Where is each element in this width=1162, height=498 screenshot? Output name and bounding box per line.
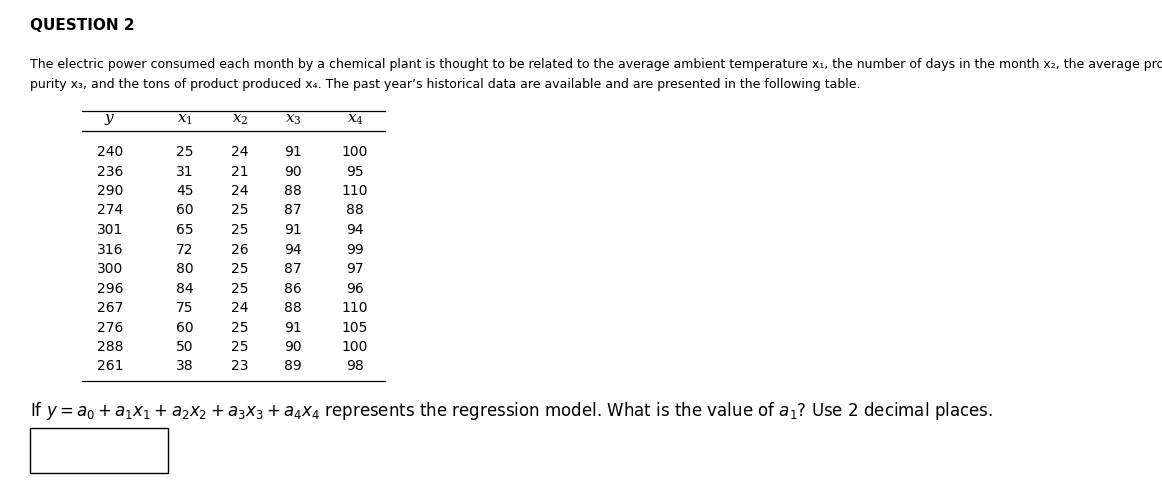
Text: 110: 110 [342, 184, 368, 198]
Text: 296: 296 [96, 281, 123, 295]
Text: 24: 24 [231, 301, 249, 315]
Text: 24: 24 [231, 184, 249, 198]
Text: 90: 90 [285, 340, 302, 354]
Text: 45: 45 [177, 184, 194, 198]
Text: 72: 72 [177, 243, 194, 256]
Text: 99: 99 [346, 243, 364, 256]
Text: 21: 21 [231, 164, 249, 178]
Text: 23: 23 [231, 360, 249, 374]
Text: 236: 236 [96, 164, 123, 178]
Text: 60: 60 [177, 204, 194, 218]
Text: 38: 38 [177, 360, 194, 374]
Text: 97: 97 [346, 262, 364, 276]
Text: 65: 65 [177, 223, 194, 237]
Text: 91: 91 [285, 223, 302, 237]
Text: 100: 100 [342, 340, 368, 354]
Text: 31: 31 [177, 164, 194, 178]
Text: The electric power consumed each month by a chemical plant is thought to be rela: The electric power consumed each month b… [30, 58, 1162, 71]
Text: 80: 80 [177, 262, 194, 276]
Text: 25: 25 [231, 281, 249, 295]
Text: 96: 96 [346, 281, 364, 295]
Text: 98: 98 [346, 360, 364, 374]
Text: $y$: $y$ [105, 112, 116, 127]
Text: 110: 110 [342, 301, 368, 315]
Text: 75: 75 [177, 301, 194, 315]
Text: 89: 89 [285, 360, 302, 374]
Text: 84: 84 [177, 281, 194, 295]
Text: 276: 276 [96, 321, 123, 335]
Text: 95: 95 [346, 164, 364, 178]
Text: If $y=a_0+a_1x_1+a_2x_2+a_3x_3+a_4x_4$ represents the regression model. What is : If $y=a_0+a_1x_1+a_2x_2+a_3x_3+a_4x_4$ r… [30, 400, 994, 422]
Text: 90: 90 [285, 164, 302, 178]
Text: 24: 24 [231, 145, 249, 159]
Text: $x_1$: $x_1$ [177, 112, 193, 127]
Text: 300: 300 [96, 262, 123, 276]
Text: 274: 274 [96, 204, 123, 218]
Text: 267: 267 [96, 301, 123, 315]
Text: 240: 240 [96, 145, 123, 159]
Text: 25: 25 [177, 145, 194, 159]
Text: $x_4$: $x_4$ [346, 112, 364, 127]
Text: 25: 25 [231, 223, 249, 237]
Text: 91: 91 [285, 145, 302, 159]
Text: 86: 86 [285, 281, 302, 295]
Text: 94: 94 [285, 243, 302, 256]
Text: 301: 301 [96, 223, 123, 237]
Text: 88: 88 [346, 204, 364, 218]
Text: 50: 50 [177, 340, 194, 354]
Text: 88: 88 [285, 184, 302, 198]
Text: 87: 87 [285, 204, 302, 218]
Text: 290: 290 [96, 184, 123, 198]
Text: 316: 316 [96, 243, 123, 256]
Text: 25: 25 [231, 321, 249, 335]
Text: purity x₃, and the tons of product produced x₄. The past year’s historical data : purity x₃, and the tons of product produ… [30, 78, 861, 91]
Text: 25: 25 [231, 262, 249, 276]
Text: 88: 88 [285, 301, 302, 315]
Text: 261: 261 [96, 360, 123, 374]
Text: 91: 91 [285, 321, 302, 335]
Text: $x_2$: $x_2$ [232, 112, 249, 127]
Text: 105: 105 [342, 321, 368, 335]
Text: 25: 25 [231, 204, 249, 218]
Text: 288: 288 [96, 340, 123, 354]
Bar [30, 428, 168, 473]
Text: 60: 60 [177, 321, 194, 335]
Text: 94: 94 [346, 223, 364, 237]
Text: 26: 26 [231, 243, 249, 256]
Text: 25: 25 [231, 340, 249, 354]
Text: 87: 87 [285, 262, 302, 276]
Text: $x_3$: $x_3$ [285, 112, 301, 127]
Text: 100: 100 [342, 145, 368, 159]
Text: QUESTION 2: QUESTION 2 [30, 18, 135, 33]
